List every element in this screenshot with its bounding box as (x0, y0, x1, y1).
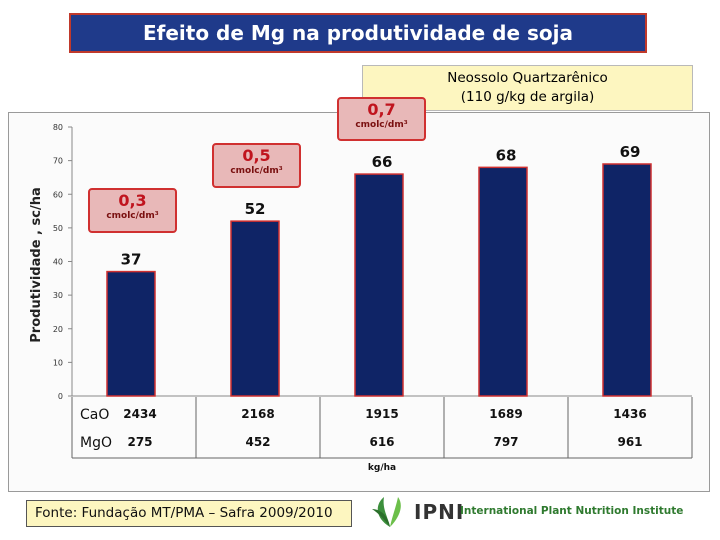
y-tick-label: 80 (53, 123, 63, 132)
table-cell: 1915 (365, 407, 398, 421)
table-cell: 2168 (241, 407, 274, 421)
bar (230, 220, 280, 397)
logo-full-name: International Plant Nutrition Institute (460, 505, 684, 517)
table-unit-label: kg/ha (368, 463, 396, 473)
bar-value-label: 37 (121, 251, 142, 269)
y-tick-label: 60 (53, 190, 63, 199)
table-cell: 452 (245, 435, 270, 449)
y-tick-label: 30 (53, 291, 63, 300)
bar-value-label: 68 (496, 146, 517, 164)
mg-level-annotation-1: 0,3 cmolc/dm³ (88, 188, 177, 233)
table-cell: 616 (369, 435, 394, 449)
y-tick-label: 0 (58, 392, 63, 401)
mg-level-annotation-3: 0,7 cmolc/dm³ (337, 97, 426, 141)
mg-level-value: 0,3 (118, 191, 147, 210)
table-cell: 275 (127, 435, 152, 449)
table-cell: 797 (493, 435, 518, 449)
table-row-label: MgO (80, 435, 112, 451)
mg-level-unit: cmolc/dm³ (230, 166, 283, 176)
y-tick-label: 40 (53, 258, 63, 267)
bar-value-label: 66 (372, 153, 393, 171)
y-tick-label: 10 (53, 358, 63, 367)
bar (602, 163, 652, 397)
bar-value-label: 69 (620, 143, 641, 161)
table-row-label: CaO (80, 407, 109, 423)
chart-title: Efeito de Mg na produtividade de soja (142, 21, 574, 45)
soil-type-label: Neossolo Quartzarênico (447, 70, 608, 86)
table-cell: 2434 (123, 407, 156, 421)
mg-level-annotation-2: 0,5 cmolc/dm³ (212, 143, 301, 188)
bar (106, 270, 156, 397)
leaf-icon (372, 497, 401, 527)
ipni-logo: IPNI International Plant Nutrition Insti… (370, 495, 710, 529)
soil-clay-label: (110 g/kg de argila) (460, 89, 595, 105)
source-note: Fonte: Fundação MT/PMA – Safra 2009/2010 (26, 500, 352, 527)
mg-level-value: 0,7 (367, 100, 396, 119)
y-tick-label: 20 (53, 325, 63, 334)
mg-level-unit: cmolc/dm³ (106, 211, 159, 221)
mg-level-unit: cmolc/dm³ (355, 120, 408, 130)
logo-name: IPNI (414, 500, 465, 524)
bar-value-label: 52 (245, 200, 266, 218)
mg-level-value: 0,5 (242, 146, 271, 165)
soil-info-box: Neossolo Quartzarênico (110 g/kg de argi… (362, 65, 693, 111)
table-cell: 1436 (613, 407, 646, 421)
y-tick-label: 70 (53, 157, 63, 166)
table-cell: 961 (617, 435, 642, 449)
table-cell: 1689 (489, 407, 522, 421)
y-axis-label: Produtividade , sc/ha (29, 187, 44, 342)
chart-title-banner: Efeito de Mg na produtividade de soja (69, 13, 647, 53)
y-tick-label: 50 (53, 224, 63, 233)
bar (478, 166, 528, 397)
bar (354, 173, 404, 397)
